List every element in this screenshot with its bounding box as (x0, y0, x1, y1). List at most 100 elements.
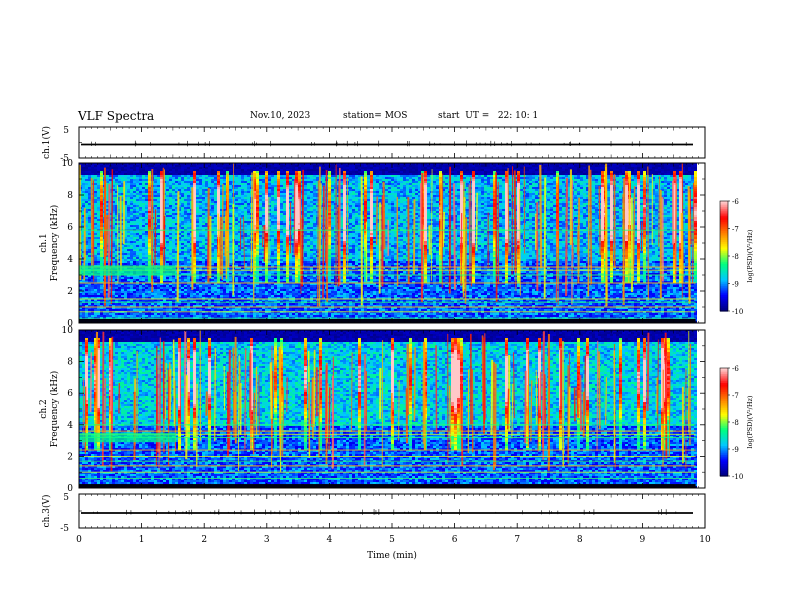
ch1-spectrogram-pixel (166, 179, 169, 181)
ch1-spectrogram-pixel (157, 227, 160, 229)
ch1-spectrogram-pixel (193, 203, 196, 205)
ch1-spectrogram-pixel (139, 219, 142, 221)
ch1-spectrogram-pixel (94, 207, 97, 209)
ch1-spectrogram-pixel (187, 205, 190, 207)
ch1-spectrogram-pixel (157, 195, 160, 197)
ch1-spectrogram-pixel (127, 249, 130, 251)
ch1-spectrogram-pixel (238, 309, 241, 311)
ch1-spectrogram-pixel (148, 251, 151, 253)
ch1-spectrogram-pixel (97, 193, 100, 195)
ch1-spectrogram-pixel (169, 191, 172, 193)
ch1-spectrogram-pixel (151, 293, 154, 295)
ch1-spectrogram-pixel (205, 179, 208, 181)
ch1-spectrogram-pixel (130, 165, 133, 167)
ch1-spectrogram-pixel (130, 295, 133, 297)
ch1-spectrogram-pixel (211, 171, 214, 173)
ch1-spectrogram-pixel (196, 225, 199, 227)
ch1-spectrogram-pixel (133, 167, 136, 169)
ch1-spectrogram-pixel (88, 257, 91, 259)
ch1-spectrogram-pixel (148, 205, 151, 207)
ch1-spectrogram-pixel (157, 183, 160, 185)
ch1-spectrogram-pixel (247, 181, 250, 183)
ch1-spectrogram-pixel (142, 245, 145, 247)
ch1-spectrogram-pixel (262, 175, 265, 177)
ch1-spectrogram-pixel (184, 193, 187, 195)
ch1-spectrogram-pixel (187, 217, 190, 219)
ch1-spectrogram-pixel (100, 287, 103, 289)
ch1-spectrogram-pixel (235, 291, 238, 293)
ch1-spectrogram-pixel (139, 173, 142, 175)
ch1-spectrogram-pixel (145, 191, 148, 193)
ch1-spectrogram-pixel (196, 227, 199, 229)
ch1-spectrogram-pixel (196, 193, 199, 195)
ch1-spectrogram-pixel (259, 201, 262, 203)
ch1-spectrogram-pixel (142, 221, 145, 223)
ch1-spectrogram-pixel (85, 261, 88, 263)
ch1-spectrogram-pixel (172, 295, 175, 297)
ch1-spectrogram-pixel (196, 263, 199, 265)
ch1-spectrogram-pixel (142, 225, 145, 227)
ch1-spectrogram-pixel (133, 241, 136, 243)
ch1-spectrogram-pixel (238, 193, 241, 195)
ch1-spectrogram-pixel (100, 293, 103, 295)
ch1-spectrogram-pixel (259, 217, 262, 219)
ch1-spectrogram-pixel (88, 197, 91, 199)
ch1-spectrogram-pixel (187, 241, 190, 243)
ch1-spectrogram-pixel (88, 233, 91, 235)
ch1-spectrogram-pixel (205, 169, 208, 171)
ch1-spectrogram-pixel (229, 271, 232, 273)
ch1-spectrogram-pixel (229, 183, 232, 185)
ch1-spectrogram-pixel (97, 277, 100, 279)
ch1-spectrogram-pixel (238, 189, 241, 191)
ch1-spectrogram-pixel (124, 247, 127, 249)
ch1-spectrogram-pixel (142, 199, 145, 201)
ch1-spectrogram-pixel (181, 313, 184, 315)
ch1-spectrogram-pixel (181, 193, 184, 195)
ch1-spectrogram-pixel (136, 213, 139, 215)
ch1-spectrogram-pixel (127, 293, 130, 295)
ch1-spectrogram-pixel (235, 187, 238, 189)
ch1-spectrogram-pixel (181, 241, 184, 243)
ch1-spectrogram-pixel (166, 259, 169, 261)
ch1-spectrogram-pixel (88, 313, 91, 315)
ch1-spectrogram-pixel (139, 191, 142, 193)
ch1-spectrogram-pixel (199, 185, 202, 187)
ch1-spectrogram-pixel (169, 231, 172, 233)
ch1-spectrogram-pixel (214, 171, 217, 173)
ch1-spectrogram-pixel (115, 295, 118, 297)
ch1-spectrogram-pixel (244, 179, 247, 181)
ch1-spectrogram-pixel (124, 313, 127, 315)
ch1-spectrogram-pixel (241, 315, 244, 317)
ch1-spectrogram-pixel (100, 169, 103, 171)
ch1-spectrogram-pixel (193, 199, 196, 201)
ch1-spectrogram-pixel (214, 235, 217, 237)
ch1-spectrogram-pixel (133, 203, 136, 205)
ch1-spectrogram-pixel (148, 313, 151, 315)
ch1-spectrogram-pixel (262, 205, 265, 207)
ch1-spectrogram-pixel (91, 167, 94, 169)
ch1-spectrogram-pixel (109, 169, 112, 171)
ch1-spectrogram-pixel (130, 185, 133, 187)
ch1-spectrogram-pixel (244, 183, 247, 185)
ch1-spectrogram-pixel (199, 247, 202, 249)
ch1-spectrogram-pixel (247, 313, 250, 315)
ch1-spectrogram-pixel (256, 181, 259, 183)
ch1-spectrogram-pixel (205, 291, 208, 293)
ch1-spectrogram-pixel (211, 251, 214, 253)
ch1-spectrogram-pixel (145, 287, 148, 289)
ch1-spectrogram-pixel (187, 191, 190, 193)
ch1-spectrogram-pixel (199, 205, 202, 207)
ch1-spectrogram-pixel (256, 237, 259, 239)
ch1-spectrogram-pixel (181, 287, 184, 289)
ch1-spectrogram-pixel (124, 259, 127, 261)
ch1-spectrogram-pixel (259, 215, 262, 217)
ch1-spectrogram-pixel (241, 187, 244, 189)
ch1-spectrogram-pixel (211, 195, 214, 197)
ch1-spectrogram-pixel (172, 289, 175, 291)
ch1-spectrogram-pixel (199, 239, 202, 241)
ch1-spectrogram-pixel (88, 195, 91, 197)
ch1-spectrogram-pixel (253, 313, 256, 315)
ch1-spectrogram-pixel (181, 181, 184, 183)
ch1-spectrogram-pixel (166, 287, 169, 289)
ch1-spectrogram-pixel (247, 179, 250, 181)
